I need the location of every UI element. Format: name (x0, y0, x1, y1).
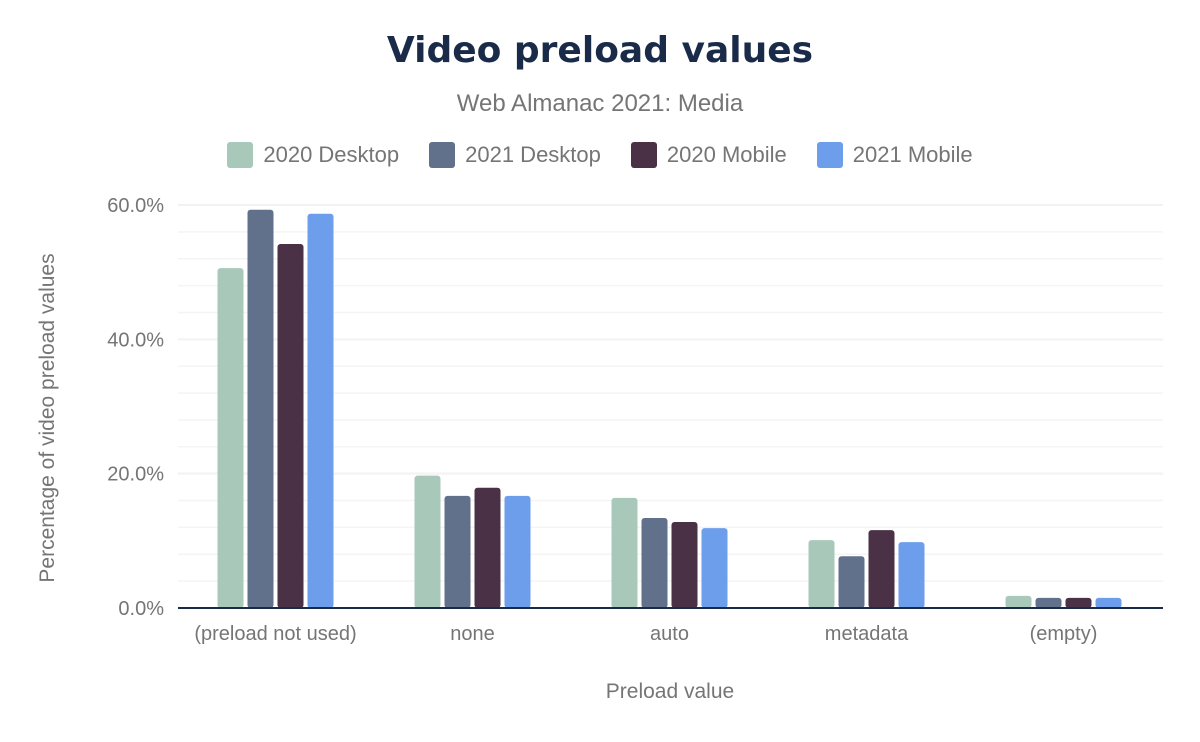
bar[interactable] (641, 517, 668, 608)
bar[interactable] (217, 268, 244, 608)
y-tick-label: 20.0% (107, 464, 164, 486)
legend-swatch (227, 142, 254, 168)
chart-title: Video preload values (386, 30, 814, 71)
bar[interactable] (808, 540, 835, 608)
legend-swatch (429, 142, 456, 168)
x-tick-label: (empty) (1030, 623, 1098, 645)
bar[interactable] (671, 522, 698, 608)
chart-subtitle: Web Almanac 2021: Media (456, 90, 744, 117)
bar[interactable] (701, 528, 728, 608)
legend-label: 2021 Desktop (465, 142, 601, 167)
y-tick-label: 60.0% (107, 195, 164, 217)
legend-item[interactable]: 2020 Mobile (630, 142, 787, 168)
y-tick-label: 0.0% (118, 598, 164, 620)
x-axis-title: Preload value (606, 680, 734, 703)
bar[interactable] (414, 475, 441, 608)
legend-label: 2020 Desktop (263, 142, 400, 167)
x-tick-label: (preload not used) (194, 623, 356, 645)
x-tick-label: metadata (825, 623, 909, 645)
bar[interactable] (247, 209, 274, 608)
bar[interactable] (307, 213, 334, 608)
legend-label: 2021 Mobile (852, 142, 973, 167)
bar[interactable] (868, 530, 895, 608)
y-axis-title: Percentage of video preload values (36, 253, 59, 582)
legend: 2020 Desktop 2021 Desktop 2020 Mobile 20… (0, 142, 1200, 168)
x-tick-label: none (450, 623, 495, 645)
legend-swatch (816, 142, 843, 168)
bar[interactable] (838, 556, 865, 608)
bar[interactable] (611, 497, 638, 608)
bar[interactable] (444, 495, 471, 608)
legend-swatch (630, 142, 657, 168)
legend-item[interactable]: 2020 Desktop (227, 142, 399, 168)
legend-item[interactable]: 2021 Desktop (429, 142, 601, 168)
x-tick-label: auto (650, 623, 689, 645)
y-tick-label: 40.0% (107, 329, 164, 351)
bar[interactable] (277, 243, 304, 608)
bar[interactable] (504, 495, 531, 608)
bar[interactable] (1035, 597, 1062, 608)
bar[interactable] (898, 542, 925, 608)
legend-label: 2020 Mobile (666, 142, 787, 167)
bar[interactable] (474, 487, 501, 608)
legend-item[interactable]: 2021 Mobile (816, 142, 973, 168)
bar[interactable] (1065, 597, 1092, 608)
bar[interactable] (1095, 597, 1122, 608)
bar[interactable] (1005, 595, 1032, 608)
